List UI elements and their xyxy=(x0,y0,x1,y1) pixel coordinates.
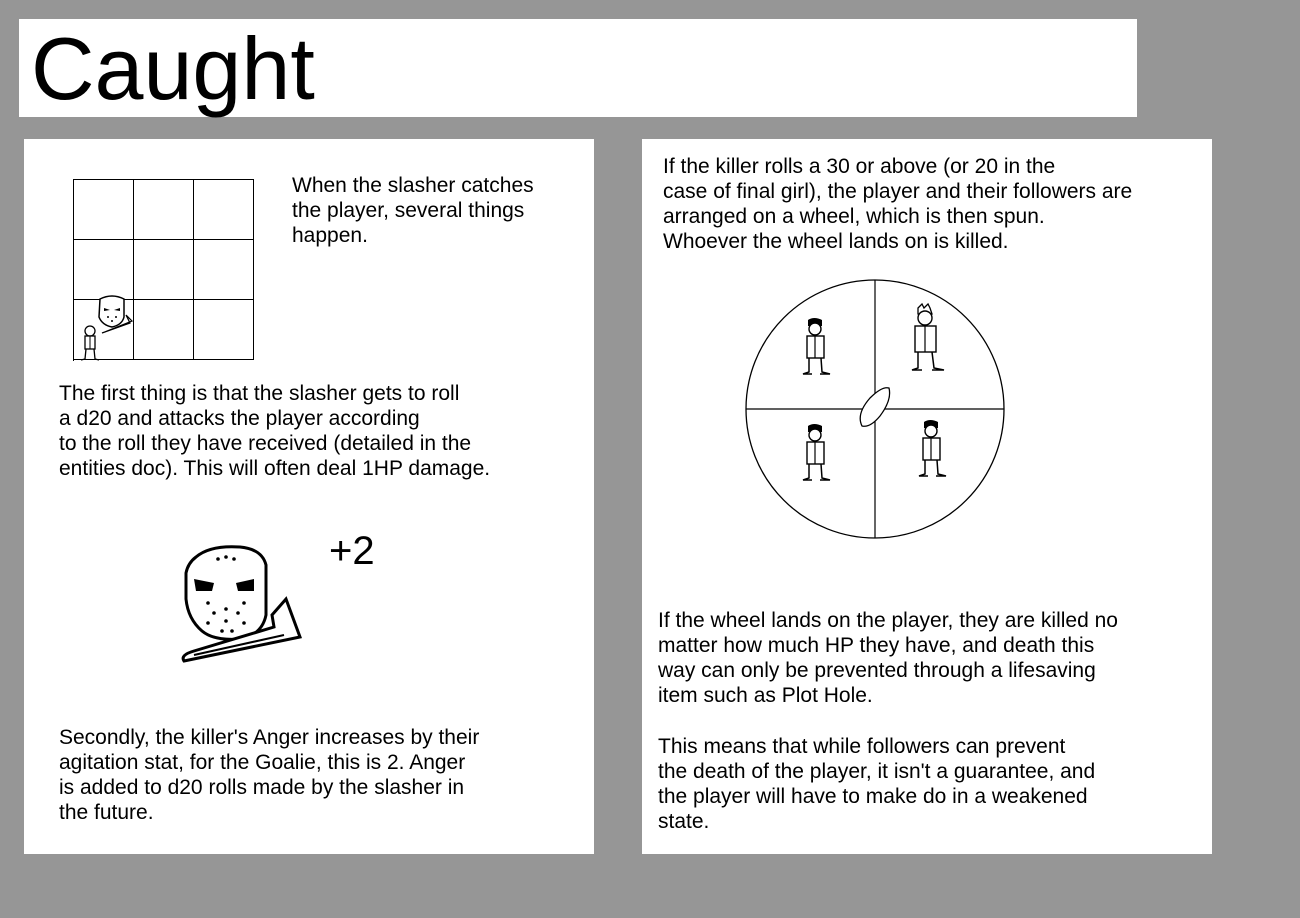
follower-sprite-icon xyxy=(802,424,831,481)
wheel-intro-text: If the killer rolls a 30 or above (or 20… xyxy=(663,155,1133,253)
caught-intro-text: When the slasher catches the player, sev… xyxy=(292,174,534,247)
second-effect-text: Secondly, the killer's Anger increases b… xyxy=(59,726,480,824)
goalie-mask-icon xyxy=(98,295,134,334)
followers-note-text: This means that while followers can prev… xyxy=(658,735,1096,833)
follower-sprite-icon xyxy=(911,302,945,371)
death-wheel xyxy=(745,279,1005,539)
follower-sprite-icon xyxy=(918,420,947,477)
wheel-lands-text: If the wheel lands on the player, they a… xyxy=(658,609,1118,707)
wheel-pointer-icon xyxy=(859,387,891,427)
player-sprite-icon xyxy=(802,318,831,375)
page-title: Caught xyxy=(31,19,315,118)
player-sprite-icon xyxy=(80,325,100,361)
anger-bonus-label: +2 xyxy=(329,529,375,573)
left-panel: When the slasher catches the player, sev… xyxy=(24,139,594,854)
goalie-slasher-portrait xyxy=(181,545,303,663)
first-effect-text: The first thing is that the slasher gets… xyxy=(59,382,491,480)
title-banner: Caught xyxy=(19,19,1137,117)
right-panel: If the killer rolls a 30 or above (or 20… xyxy=(642,139,1212,854)
